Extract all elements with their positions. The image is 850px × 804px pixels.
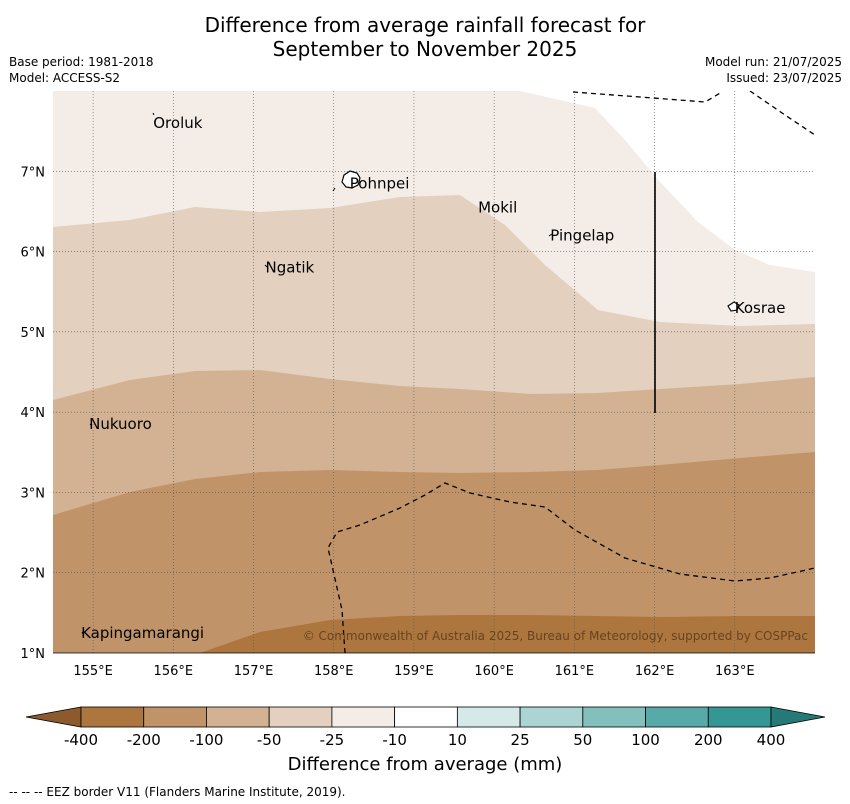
model-name: Model: ACCESS-S2 xyxy=(9,71,121,85)
colorbar-tick: -400 xyxy=(64,731,98,749)
colorbar-swatch xyxy=(582,706,646,728)
place-label: Pohnpei xyxy=(350,174,410,192)
lat-tick-label: 6°N xyxy=(21,246,46,261)
place-label: Kosrae xyxy=(735,299,786,317)
kosrae-island-shape xyxy=(727,301,740,312)
copyright-text: © Commonwealth of Australia 2025, Bureau… xyxy=(303,629,808,643)
colorbar-title: Difference from average (mm) xyxy=(287,754,563,775)
rainfall-field: Oroluk Pohnpei Mokil Pingelap Ngatik Kosrae Nu… xyxy=(53,91,815,653)
colorbar-swatch xyxy=(394,706,458,728)
issued-date: Issued: 23/07/2025 xyxy=(726,71,842,85)
place-label: Oroluk xyxy=(153,114,202,132)
meta-right: Model run: 21/07/2025 Issued: 23/07/2025 xyxy=(705,54,842,86)
colorbar xyxy=(25,706,826,728)
latitude-tick-labels: 1°N 2°N 3°N 4°N 5°N 6°N 7°N xyxy=(21,165,46,662)
lat-tick-label: 5°N xyxy=(21,326,46,341)
colorbar-swatch xyxy=(80,706,145,728)
model-run: Model run: 21/07/2025 xyxy=(704,55,842,69)
colorbar-tick-labels: -400 -200 -100 -50 -25 -10 10 25 50 100 200 400 xyxy=(64,731,785,749)
footer-note: -- -- -- EEZ border V11 (Flanders Marine… xyxy=(9,785,346,799)
pohnpei-islet-shape xyxy=(332,187,336,192)
lat-tick-label: 2°N xyxy=(21,567,46,582)
map-title: Difference from average rainfall forecas… xyxy=(0,13,850,61)
eez-border-north xyxy=(572,91,815,136)
place-labels: Oroluk Pohnpei Mokil Pingelap Ngatik Kosrae Nu… xyxy=(81,114,785,642)
band-near-zero xyxy=(53,91,815,272)
colorbar-tick: 200 xyxy=(694,731,723,749)
lon-tick-label: 163°E xyxy=(715,664,755,679)
lat-tick-label: 7°N xyxy=(21,165,46,180)
colorbar-tick: -200 xyxy=(127,731,161,749)
title-line-1: Difference from average rainfall forecas… xyxy=(204,13,646,37)
ngatik-marker xyxy=(264,264,268,268)
colorbar-tick: 100 xyxy=(631,731,660,749)
lon-tick-label: 159°E xyxy=(394,664,434,679)
colorbar-tick: 50 xyxy=(573,731,592,749)
lon-tick-label: 161°E xyxy=(555,664,595,679)
eez-border-south xyxy=(327,482,815,653)
nukuoro-marker xyxy=(89,423,93,427)
colorbar-swatch xyxy=(206,706,270,728)
base-period: Base period: 1981-2018 xyxy=(9,55,154,69)
lat-tick-label: 1°N xyxy=(21,647,46,662)
colorbar-swatch xyxy=(519,706,584,728)
place-label: Pingelap xyxy=(550,227,614,245)
colorbar-tick: 400 xyxy=(757,731,786,749)
colorbar-extend-low xyxy=(25,706,82,728)
lon-tick-label: 160°E xyxy=(474,664,514,679)
colorbar-swatch xyxy=(331,706,396,728)
kapinga-marker xyxy=(81,631,84,635)
longitude-tick-labels: 155°E 156°E 157°E 158°E 159°E 160°E 161°E 162°E… xyxy=(73,664,754,679)
place-label: Kapingamarangi xyxy=(81,624,204,642)
pohnpei-island-shape xyxy=(341,170,361,189)
colorbar-tick: -10 xyxy=(382,731,407,749)
lon-tick-label: 156°E xyxy=(154,664,194,679)
eez-borders xyxy=(327,91,815,653)
colorbar-tick: -100 xyxy=(189,731,223,749)
place-label: Ngatik xyxy=(266,259,315,277)
colorbar-swatch xyxy=(143,706,207,728)
colorbar-tick: -25 xyxy=(320,731,345,749)
atoll-markers xyxy=(81,112,553,635)
oroluk-marker xyxy=(152,112,155,116)
pingelap-marker xyxy=(548,233,553,237)
place-label: Nukuoro xyxy=(89,415,152,433)
colorbar-tick: -50 xyxy=(257,731,282,749)
lat-tick-label: 3°N xyxy=(21,486,46,501)
lon-tick-label: 157°E xyxy=(234,664,274,679)
lon-tick-label: 162°E xyxy=(635,664,675,679)
colorbar-tick: 25 xyxy=(511,731,530,749)
gridlines xyxy=(53,91,815,653)
colorbar-tick: 10 xyxy=(448,731,467,749)
colorbar-swatch xyxy=(268,706,333,728)
meta-left: Base period: 1981-2018 Model: ACCESS-S2 xyxy=(9,54,154,86)
colorbar-extend-high xyxy=(770,706,826,728)
band-minus200-minus400 xyxy=(200,615,815,653)
lon-tick-label: 155°E xyxy=(73,664,113,679)
title-line-2: September to November 2025 xyxy=(272,37,578,61)
colorbar-swatch xyxy=(645,706,709,728)
lon-tick-label: 158°E xyxy=(314,664,354,679)
colorbar-swatch xyxy=(456,706,521,728)
place-label: Mokil xyxy=(478,198,517,216)
band-minus100-minus200 xyxy=(53,452,815,653)
colorbar-swatch xyxy=(707,706,772,728)
lat-tick-label: 4°N xyxy=(21,406,46,421)
